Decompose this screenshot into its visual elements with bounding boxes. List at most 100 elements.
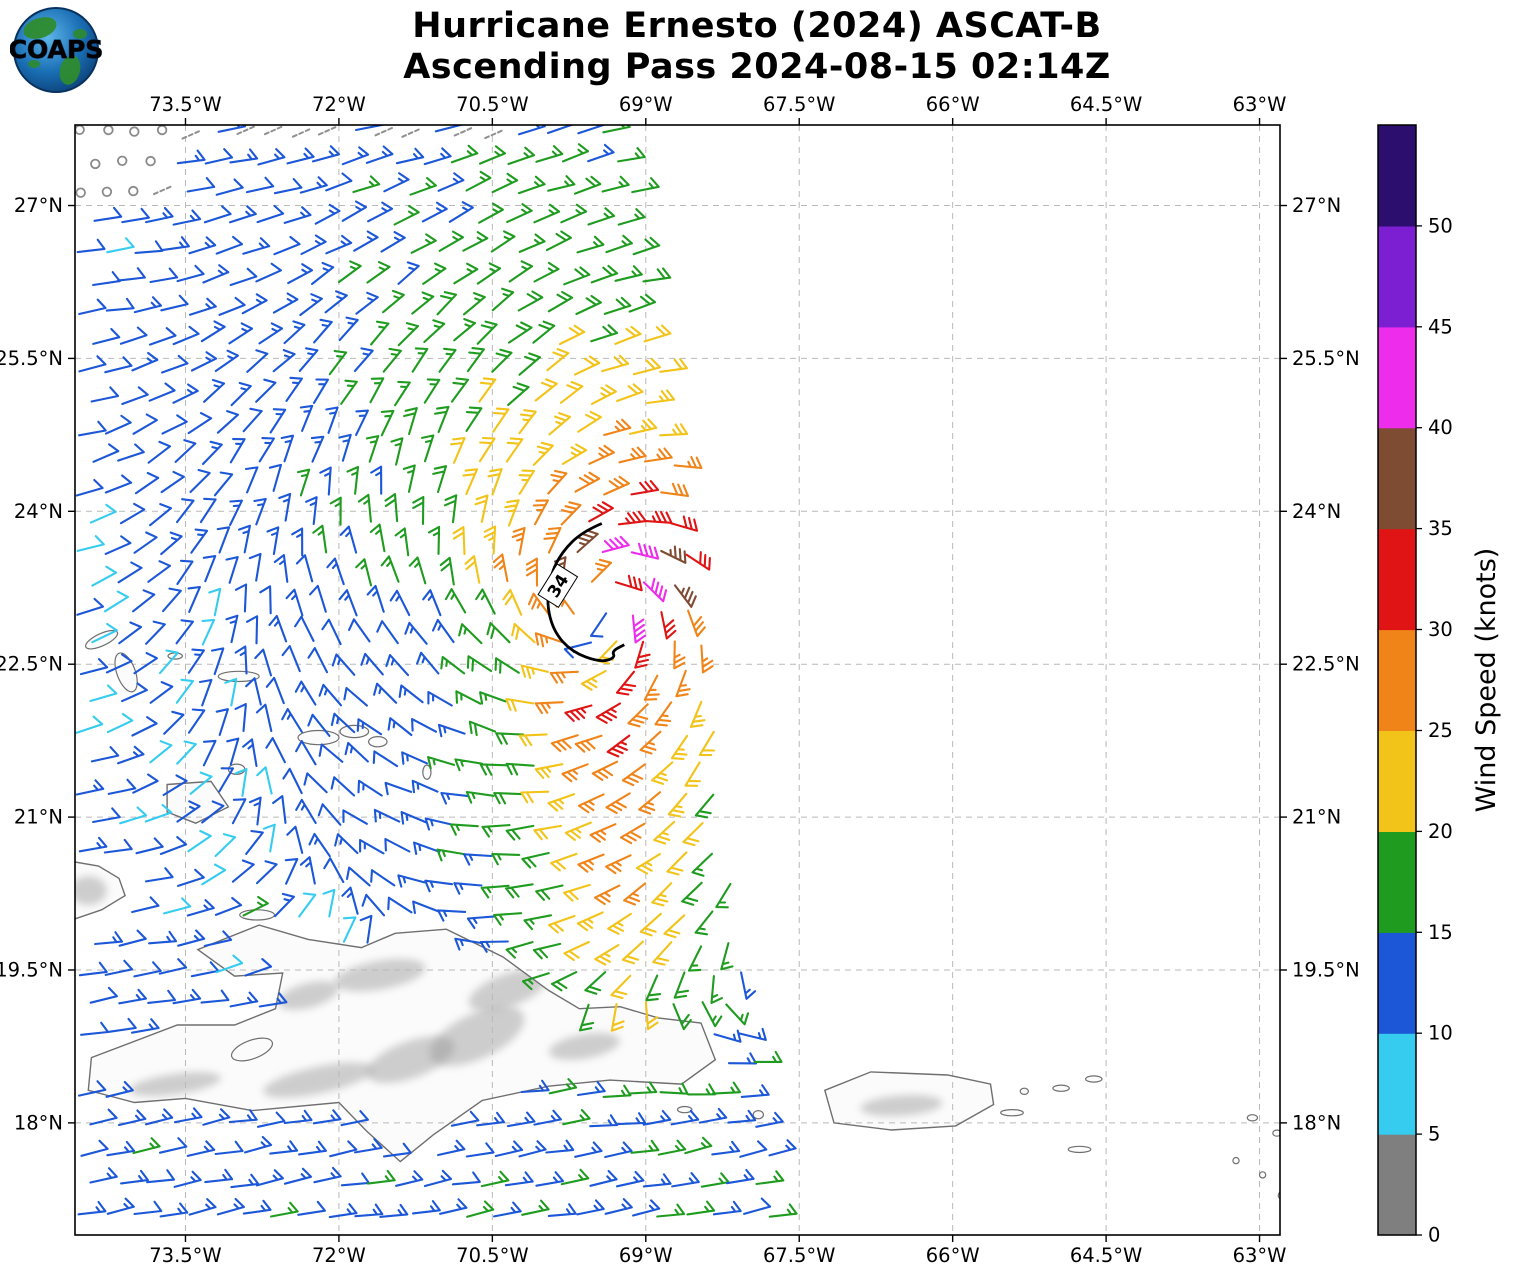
wind-barb: [535, 145, 564, 163]
wind-barb: [312, 524, 328, 554]
wind-barb: [229, 991, 259, 1008]
wind-barb: [245, 829, 264, 855]
wind-barb: [278, 492, 292, 522]
wind-barb: [632, 1199, 661, 1217]
wind-barb: [172, 209, 202, 226]
wind-barb: [117, 443, 145, 462]
wind-barb: [172, 383, 199, 404]
wind-barb: [390, 437, 404, 466]
wind-barb: [686, 1200, 716, 1216]
y-tick-label-left: 18°N: [14, 1111, 63, 1134]
calm-wind-circle: [128, 185, 139, 197]
colorbar-segment: [1378, 831, 1416, 933]
wind-barb: [307, 713, 331, 737]
wind-barb: [675, 669, 691, 698]
wind-barb: [644, 1001, 659, 1031]
wind-barb: [395, 1170, 424, 1187]
wind-barb: [366, 584, 385, 613]
wind-barb: [412, 900, 440, 915]
wind-barb: [615, 670, 637, 696]
wind-barb: [458, 623, 483, 645]
wind-barb: [265, 676, 285, 705]
wind-barb: [768, 1203, 798, 1218]
wind-barb: [643, 510, 673, 524]
wind-barb: [547, 1203, 577, 1217]
wind-barb: [234, 645, 248, 675]
wind-barb: [104, 414, 132, 435]
wind-barb: [437, 909, 467, 922]
wind-barb: [92, 443, 120, 463]
wind-barb: [397, 261, 420, 285]
wind-barb: [148, 327, 177, 346]
wind-barb: [494, 1140, 524, 1158]
wind-barb: [190, 528, 209, 554]
wind-barb: [523, 914, 553, 931]
terrain-relief: [75, 876, 107, 905]
coastline-layer: [75, 629, 1280, 1199]
wind-barb: [505, 824, 535, 841]
wind-barb: [355, 125, 384, 132]
wind-barb: [505, 762, 535, 776]
wind-barb: [224, 677, 238, 707]
wind-barb: [448, 201, 474, 223]
wind-barb: [603, 296, 632, 315]
wind-barb: [186, 1140, 216, 1157]
wind-barb: [561, 763, 589, 783]
wind-barb: [325, 234, 353, 255]
wind-barb: [492, 407, 510, 433]
island-crooked-island: [85, 629, 119, 650]
colorbar: 0 5 10 15 20 25 30 35 40 45 50 Wind Speed (knots): [1377, 124, 1502, 1247]
wind-barb: [403, 407, 418, 436]
wind-barb: [242, 895, 269, 917]
wind-barb: [547, 793, 576, 812]
colorbar-tick-label: 5: [1428, 1123, 1440, 1146]
wind-barb: [518, 469, 535, 495]
wind-barb: [270, 1201, 299, 1218]
wind-barb: [547, 290, 574, 313]
wind-barb: [245, 615, 259, 645]
wind-barb: [491, 348, 513, 373]
wind-barb: [313, 1166, 342, 1184]
wind-barb: [518, 409, 537, 435]
wind-barb: [558, 324, 586, 346]
wind-barb: [283, 320, 306, 345]
wind-barb: [201, 440, 223, 466]
wind-barb: [305, 496, 318, 526]
wind-barb: [411, 347, 429, 373]
wind-barb: [373, 808, 401, 823]
wind-barb: [685, 551, 711, 571]
wind-barb: [436, 291, 458, 316]
wind-barb: [91, 622, 118, 644]
wind-barb: [255, 860, 278, 885]
wind-barb: [492, 553, 509, 583]
wind-barb: [400, 811, 428, 825]
colorbar-tick-label: 30: [1428, 618, 1453, 641]
wind-barb: [338, 433, 352, 462]
wind-barb: [382, 1142, 412, 1158]
wind-barb: [103, 838, 133, 854]
wind-barb: [228, 322, 254, 345]
wind-barb: [628, 418, 658, 435]
wind-barb: [535, 884, 564, 901]
wind-barb: [202, 1108, 231, 1126]
wind-barb: [94, 931, 124, 946]
wind-barb: [330, 776, 356, 797]
wind-barb: [382, 289, 405, 314]
wind-barb: [131, 351, 159, 372]
wind-barb: [78, 298, 107, 316]
wind-barb: [328, 1203, 358, 1219]
wind-barb: [631, 177, 660, 194]
wind-barb: [480, 1170, 510, 1188]
wind-barb: [298, 1140, 327, 1156]
wind-barb: [397, 874, 426, 888]
island-st-croix: [1067, 1145, 1092, 1154]
wind-barb: [670, 1109, 700, 1126]
wind-barb: [357, 779, 383, 797]
wind-barb: [505, 437, 524, 463]
wind-barb: [213, 471, 234, 497]
wind-barb: [427, 690, 453, 707]
wind-barb: [248, 552, 262, 582]
wind-barb: [318, 743, 344, 763]
wind-barb: [177, 868, 205, 887]
